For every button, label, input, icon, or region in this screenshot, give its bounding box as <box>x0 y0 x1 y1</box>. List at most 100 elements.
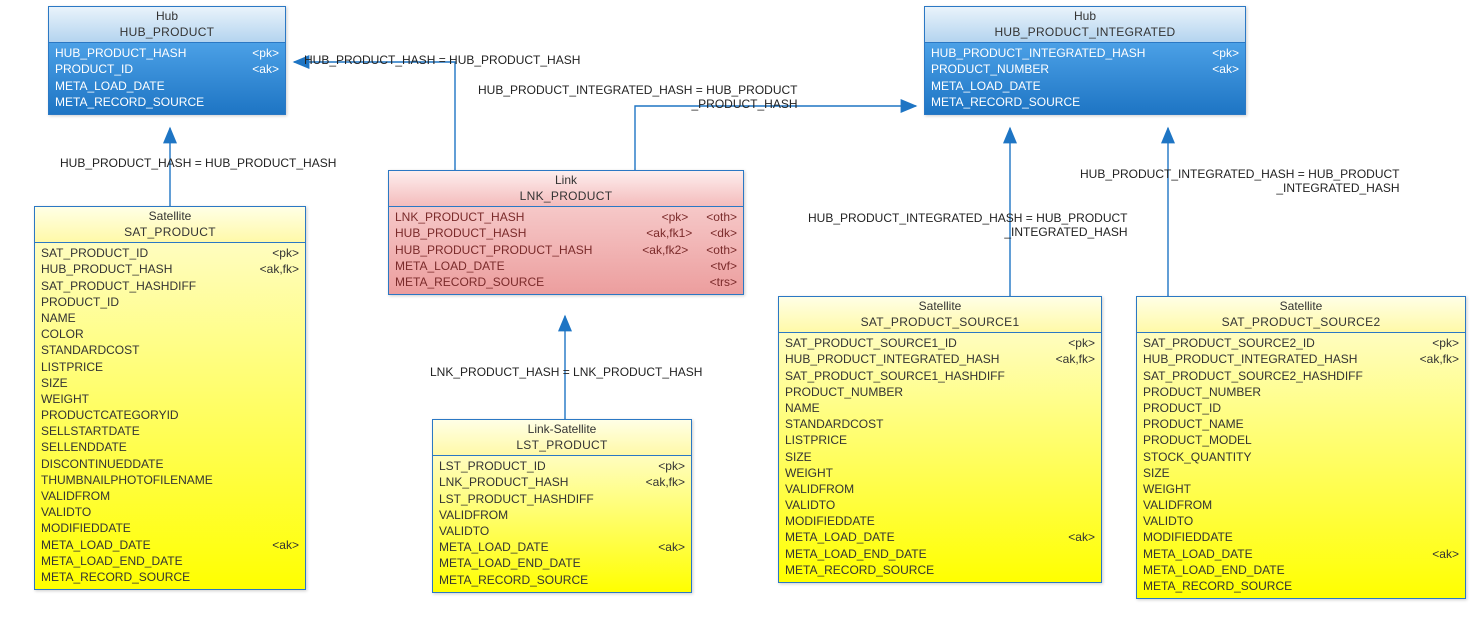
relationship-label-sat_to_hub: HUB_PRODUCT_HASH = HUB_PRODUCT_HASH <box>60 157 336 171</box>
column-name: THUMBNAILPHOTOFILENAME <box>41 472 293 488</box>
entity-stereotype: Satellite <box>785 299 1095 315</box>
column-keys: <ak> <box>1212 61 1239 77</box>
column-row: META_LOAD_DATE <tvf> <box>395 258 737 274</box>
column-name: WEIGHT <box>41 391 293 407</box>
column-name: META_LOAD_END_DATE <box>785 546 1089 562</box>
column-keys: <ak,fk> <box>1420 351 1459 367</box>
column-row: META_RECORD_SOURCE <trs> <box>395 274 737 290</box>
column-name: VALIDTO <box>1143 513 1453 529</box>
key-tag: <ak> <box>1068 529 1095 545</box>
column-row: VALIDTO <box>785 497 1095 513</box>
column-name: MODIFIEDDATE <box>1143 529 1453 545</box>
entity-stereotype: Link-Satellite <box>439 422 685 438</box>
column-keys: <pk> <box>1432 335 1459 351</box>
column-row: STANDARDCOST <box>785 416 1095 432</box>
column-name: HUB_PRODUCT_PRODUCT_HASH <box>395 242 636 258</box>
column-row: META_LOAD_DATE <box>55 78 279 94</box>
column-row: NAME <box>41 310 299 326</box>
column-row: SAT_PRODUCT_SOURCE2_HASHDIFF <box>1143 368 1459 384</box>
column-keys: <ak> <box>1432 546 1459 562</box>
relationship-label-line: _PRODUCT_HASH <box>478 98 798 112</box>
column-name: META_LOAD_DATE <box>439 539 652 555</box>
column-name: PRODUCT_NUMBER <box>785 384 1089 400</box>
column-name: META_LOAD_DATE <box>41 537 266 553</box>
column-keys: <pk> <box>1212 45 1239 61</box>
entity-body: LST_PRODUCT_ID<pk>LNK_PRODUCT_HASH<ak,fk… <box>433 456 691 592</box>
column-name: VALIDFROM <box>1143 497 1453 513</box>
column-keys: <ak,fk2><oth> <box>642 242 737 258</box>
entity-name: SAT_PRODUCT_SOURCE2 <box>1143 315 1459 331</box>
column-row: META_LOAD_DATE <box>931 78 1239 94</box>
column-name: LST_PRODUCT_HASHDIFF <box>439 491 679 507</box>
column-name: META_LOAD_DATE <box>55 78 273 94</box>
column-name: SELLENDDATE <box>41 439 293 455</box>
column-name: MODIFIEDDATE <box>785 513 1089 529</box>
entity-hub_product: HubHUB_PRODUCTHUB_PRODUCT_HASH<pk>PRODUC… <box>48 6 286 115</box>
column-name: HUB_PRODUCT_HASH <box>395 225 640 241</box>
column-name: META_RECORD_SOURCE <box>439 572 679 588</box>
relationship-label-line: HUB_PRODUCT_HASH = HUB_PRODUCT_HASH <box>304 54 580 68</box>
key-tag: <tvf> <box>710 258 737 274</box>
column-row: HUB_PRODUCT_INTEGRATED_HASH<ak,fk> <box>1143 351 1459 367</box>
column-name: SAT_PRODUCT_SOURCE1_ID <box>785 335 1062 351</box>
entity-stereotype: Satellite <box>1143 299 1459 315</box>
column-name: META_LOAD_END_DATE <box>41 553 293 569</box>
entity-sat_product_source1: SatelliteSAT_PRODUCT_SOURCE1SAT_PRODUCT_… <box>778 296 1102 583</box>
entity-header: Link-SatelliteLST_PRODUCT <box>433 420 691 456</box>
column-name: LISTPRICE <box>41 359 293 375</box>
entity-body: LNK_PRODUCT_HASH<pk><oth>HUB_PRODUCT_HAS… <box>389 207 743 294</box>
column-row: PRODUCT_NUMBER<ak> <box>931 61 1239 77</box>
column-row: LST_PRODUCT_HASHDIFF <box>439 491 685 507</box>
key-tag: <dk> <box>710 225 737 241</box>
key-tag: <ak,fk1> <box>646 225 692 241</box>
relationship-label-lnk_to_hub: HUB_PRODUCT_HASH = HUB_PRODUCT_HASH <box>304 54 580 68</box>
column-keys: <ak,fk> <box>1056 351 1095 367</box>
column-row: HUB_PRODUCT_INTEGRATED_HASH <pk> <box>931 45 1239 61</box>
entity-body: SAT_PRODUCT_SOURCE1_ID<pk>HUB_PRODUCT_IN… <box>779 333 1101 582</box>
column-row: WEIGHT <box>1143 481 1459 497</box>
column-row: HUB_PRODUCT_PRODUCT_HASH <ak,fk2><oth> <box>395 242 737 258</box>
column-row: META_LOAD_DATE <ak> <box>439 539 685 555</box>
column-keys: <trs> <box>692 274 737 290</box>
relationship-label-line: HUB_PRODUCT_INTEGRATED_HASH = HUB_PRODUC… <box>808 212 1128 226</box>
column-row: WEIGHT <box>785 465 1095 481</box>
column-row: PRODUCT_ID<ak> <box>55 61 279 77</box>
column-name: VALIDFROM <box>785 481 1089 497</box>
column-row: META_LOAD_DATE <ak> <box>41 537 299 553</box>
column-row: META_LOAD_END_DATE <box>439 555 685 571</box>
key-tag: <pk> <box>658 458 685 474</box>
column-row: SELLSTARTDATE <box>41 423 299 439</box>
column-row: PRODUCT_NUMBER <box>785 384 1095 400</box>
key-tag: <ak> <box>658 539 685 555</box>
column-row: SAT_PRODUCT_ID<pk> <box>41 245 299 261</box>
column-keys: <pk><oth> <box>662 209 737 225</box>
column-name: LISTPRICE <box>785 432 1089 448</box>
column-name: META_LOAD_DATE <box>395 258 686 274</box>
column-row: DISCONTINUEDDATE <box>41 456 299 472</box>
column-name: PRODUCT_NUMBER <box>1143 384 1453 400</box>
column-row: VALIDTO <box>1143 513 1459 529</box>
key-tag: <ak,fk2> <box>642 242 688 258</box>
column-row: META_RECORD_SOURCE <box>1143 578 1459 594</box>
key-tag: <ak,fk> <box>646 474 685 490</box>
column-row: LNK_PRODUCT_HASH<pk><oth> <box>395 209 737 225</box>
column-name: SELLSTARTDATE <box>41 423 293 439</box>
column-name: HUB_PRODUCT_INTEGRATED_HASH <box>931 45 1206 61</box>
key-tag: <ak,fk> <box>1056 351 1095 367</box>
column-name: SAT_PRODUCT_HASHDIFF <box>41 278 293 294</box>
column-row: HUB_PRODUCT_INTEGRATED_HASH<ak,fk> <box>785 351 1095 367</box>
entity-header: LinkLNK_PRODUCT <box>389 171 743 207</box>
column-name: PRODUCT_ID <box>55 61 246 77</box>
column-row: SAT_PRODUCT_SOURCE1_ID<pk> <box>785 335 1095 351</box>
key-tag: <ak> <box>272 537 299 553</box>
column-row: SIZE <box>41 375 299 391</box>
column-name: META_RECORD_SOURCE <box>395 274 686 290</box>
column-row: VALIDFROM <box>785 481 1095 497</box>
column-keys: <ak> <box>658 539 685 555</box>
relationship-label-line: HUB_PRODUCT_HASH = HUB_PRODUCT_HASH <box>60 157 336 171</box>
column-keys: <ak,fk1> <dk> <box>646 225 737 241</box>
column-name: VALIDFROM <box>439 507 679 523</box>
column-row: VALIDTO <box>41 504 299 520</box>
key-tag: <ak> <box>1212 61 1239 77</box>
entity-name: SAT_PRODUCT <box>41 225 299 241</box>
